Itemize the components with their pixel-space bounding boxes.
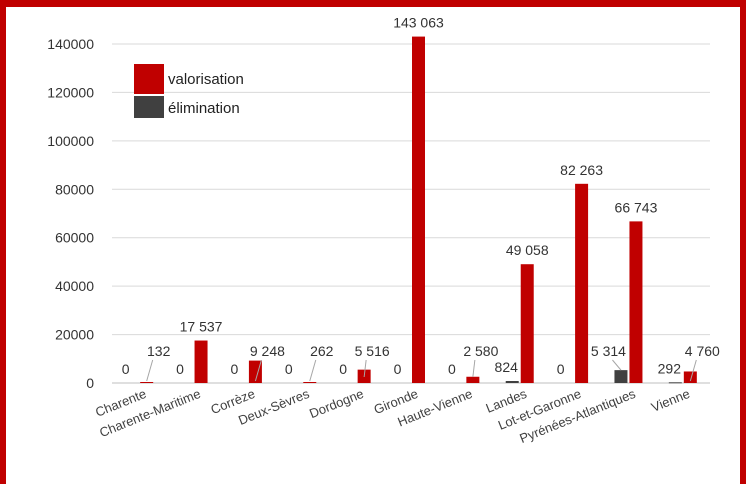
data-label-elimination: 5 314 — [591, 343, 626, 359]
label-connector — [612, 359, 622, 371]
legend-label-valorisation: valorisation — [168, 71, 244, 88]
bar-valorisation — [303, 382, 317, 383]
data-label-elimination: 0 — [231, 361, 239, 377]
gridlines — [112, 43, 710, 384]
frame-left-border — [0, 0, 6, 484]
data-label-elimination: 0 — [176, 361, 184, 377]
y-tick-label: 0 — [86, 375, 94, 391]
category-label: Dordogne — [307, 386, 366, 421]
label-connector — [689, 359, 697, 382]
legend-label-elimination: élimination — [168, 100, 240, 117]
bar-elimination — [668, 382, 682, 384]
bar-valorisation — [412, 36, 425, 384]
y-tick-label: 140000 — [47, 36, 94, 52]
data-label-valorisation: 5 516 — [355, 343, 390, 359]
data-label-valorisation: 143 063 — [393, 15, 444, 31]
y-tick-label: 40000 — [55, 278, 94, 294]
data-label-elimination: 292 — [658, 360, 682, 376]
legend: valorisation élimination — [134, 64, 244, 118]
label-connectors — [146, 359, 697, 382]
data-label-elimination: 0 — [557, 361, 565, 377]
title-fragment: p — [356, 0, 386, 6]
label-connector — [472, 359, 476, 378]
bars — [140, 36, 697, 384]
frame-top-border — [0, 0, 746, 7]
data-label-elimination: 0 — [122, 361, 130, 377]
data-label-valorisation: 9 248 — [250, 343, 285, 359]
bar-valorisation — [140, 382, 154, 383]
category-label: Vienne — [649, 386, 692, 415]
legend-swatch-elimination — [134, 96, 164, 118]
label-connector — [363, 359, 367, 378]
legend-swatch-valorisation — [134, 64, 164, 94]
data-label-elimination: 0 — [285, 361, 293, 377]
bar-valorisation — [194, 340, 208, 383]
data-label-valorisation: 82 263 — [560, 162, 603, 178]
label-connector — [254, 359, 262, 382]
bar-valorisation — [248, 360, 262, 383]
label-connector — [146, 359, 154, 382]
y-tick-label: 80000 — [55, 181, 94, 197]
data-label-valorisation: 17 537 — [180, 319, 223, 335]
frame-right-border — [740, 0, 746, 484]
data-label-elimination: 0 — [394, 361, 402, 377]
y-tick-label: 120000 — [47, 84, 94, 100]
y-axis: 0 20000 40000 60000 80000 100000 120000 140000 — [47, 36, 94, 391]
bar-valorisation — [520, 264, 534, 383]
data-label-valorisation: 49 058 — [506, 242, 549, 258]
bar-valorisation — [629, 221, 643, 383]
y-tick-label: 20000 — [55, 327, 94, 343]
bar-valorisation — [683, 371, 697, 383]
y-tick-label: 60000 — [55, 230, 94, 246]
bar-elimination — [505, 381, 519, 383]
data-label-valorisation: 262 — [310, 343, 334, 359]
data-label-elimination: 824 — [495, 359, 519, 375]
data-label-valorisation: 132 — [147, 343, 171, 359]
data-label-elimination: 0 — [448, 361, 456, 377]
data-label-valorisation: 2 580 — [463, 343, 498, 359]
bar-elimination — [614, 370, 628, 383]
bar-valorisation — [575, 183, 589, 383]
bar-valorisation — [466, 376, 480, 383]
data-label-valorisation: 4 760 — [685, 343, 720, 359]
y-tick-label: 100000 — [47, 133, 94, 149]
data-label-elimination: 0 — [339, 361, 347, 377]
label-connector — [309, 359, 317, 382]
data-label-valorisation: 66 743 — [615, 199, 658, 215]
